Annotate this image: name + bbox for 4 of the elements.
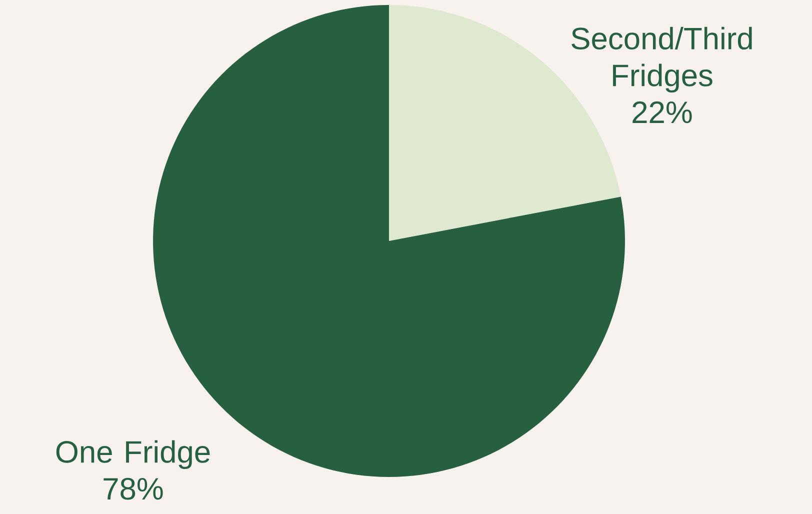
data-label: 22% bbox=[632, 101, 692, 124]
slice-label: Second/Third Fridges bbox=[572, 26, 752, 92]
data-label: 78% bbox=[104, 478, 163, 500]
slice-label: One Fridge bbox=[56, 440, 210, 469]
